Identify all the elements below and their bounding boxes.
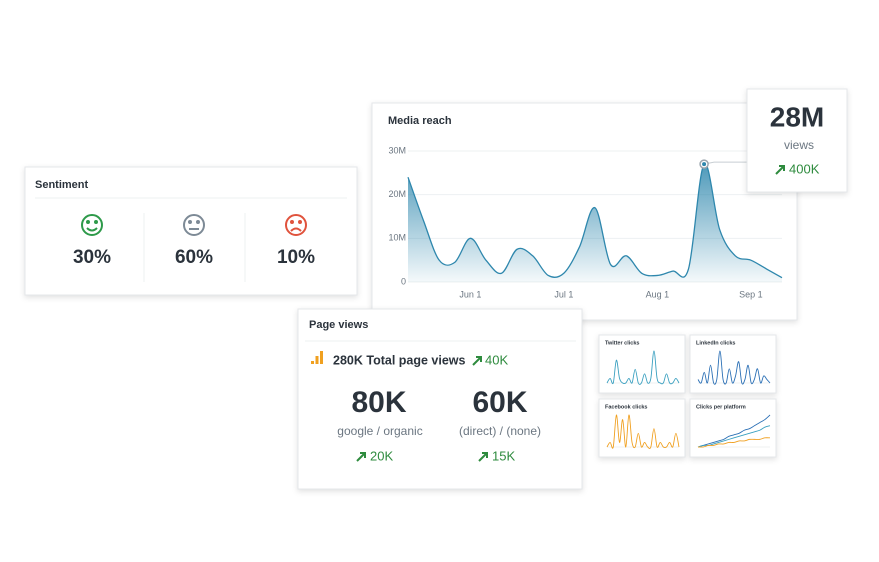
y-tick-label: 10M [388, 233, 406, 243]
area-fill [408, 163, 782, 282]
source-change: 15K [492, 448, 515, 463]
mini-title: Clicks per platform [696, 404, 746, 410]
y-tick-label: 30M [388, 145, 406, 155]
mini-charts: Twitter clicks LinkedIn clicks Facebook cl… [598, 334, 777, 458]
sentiment-value: 10% [277, 247, 315, 268]
card-title: Media reach [388, 115, 452, 127]
icon-happy [81, 214, 103, 236]
mini-title: Twitter clicks [605, 340, 639, 346]
up-arrow [472, 356, 482, 366]
card-title: Page views [309, 319, 368, 331]
source-value: 80K [351, 386, 406, 419]
mini-card [689, 398, 777, 458]
up-arrow [775, 165, 785, 175]
mini-line [606, 350, 680, 385]
y-tick-label: 20M [388, 189, 406, 199]
analytics-icon [311, 351, 323, 364]
callout-value: 28M [770, 101, 824, 132]
x-tick-label: Sep 1 [739, 289, 763, 299]
card-bg [746, 88, 848, 193]
source-label: google / organic [337, 424, 422, 438]
source-label: (direct) / (none) [459, 424, 541, 438]
source-value: 60K [472, 386, 527, 419]
mini-line [606, 414, 680, 449]
sentiment-value: 60% [175, 247, 213, 268]
x-tick-label: Jun 1 [459, 289, 481, 299]
area-line [407, 163, 783, 279]
mini-line [697, 437, 771, 448]
callout-label: views [784, 138, 814, 152]
x-tick-label: Aug 1 [646, 289, 670, 299]
peak-dot [702, 162, 707, 167]
callout-card: 28M views 400K [746, 88, 848, 193]
mini-title: Facebook clicks [605, 404, 648, 410]
mini-title: LinkedIn clicks [696, 340, 735, 346]
total-views: 280K Total page views [333, 353, 466, 367]
card-title: Sentiment [35, 179, 89, 191]
source-change: 20K [370, 448, 393, 463]
sentiment-value: 30% [73, 247, 111, 268]
card-bg [24, 166, 358, 296]
page-views-card: Page views 280K Total page views 40K 80K… [297, 308, 583, 490]
total-change: 40K [485, 352, 508, 367]
x-tick-label: Jul 1 [554, 289, 573, 299]
y-tick-label: 0 [401, 276, 406, 286]
mini-line [697, 414, 771, 448]
media-reach-card: Media reach 0 10M 20M 30M Jun 1 Jul 1 Aug 1 Sep… [371, 102, 798, 321]
icon-neutral [183, 214, 205, 236]
icon-sad [285, 214, 307, 236]
card-bg [297, 308, 583, 490]
up-arrow [478, 452, 488, 462]
sentiment-card: Sentiment 30% 60% 10% [24, 166, 358, 296]
callout-change: 400K [789, 161, 820, 176]
up-arrow [356, 452, 366, 462]
mini-line [697, 350, 771, 385]
card-bg [371, 102, 798, 321]
